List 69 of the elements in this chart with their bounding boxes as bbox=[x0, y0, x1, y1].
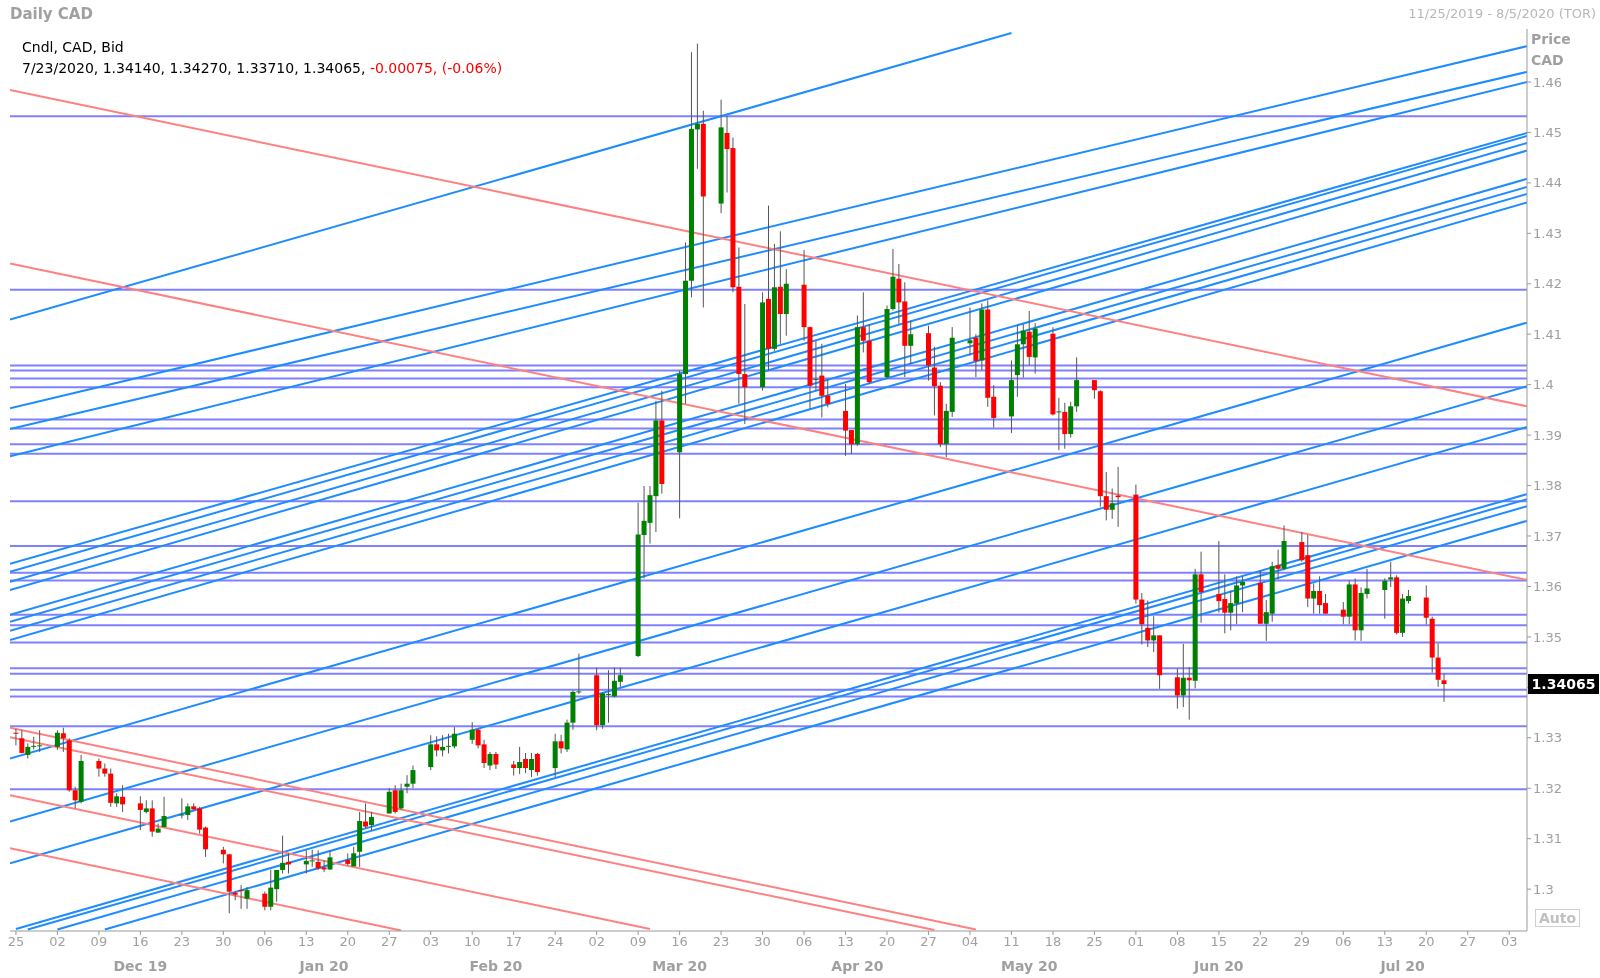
x-tick-label: 20 bbox=[1417, 934, 1435, 950]
x-tick-label: 16 bbox=[671, 934, 688, 950]
annotation: Cndl, CAD, Bid bbox=[22, 38, 125, 57]
x-tick-label: 30 bbox=[754, 934, 771, 950]
x-tick-label: 29 bbox=[1293, 934, 1311, 950]
x-tick-label: 18 bbox=[1044, 934, 1062, 950]
x-tick-label: 09 bbox=[629, 934, 647, 950]
x-tick-label: 03 bbox=[1500, 934, 1518, 950]
x-tick-label: 10 bbox=[463, 934, 481, 950]
y-tick-label: 1.39 bbox=[1533, 427, 1562, 443]
x2-tick-label: Feb 20 bbox=[469, 957, 523, 974]
x-tick-label: 15 bbox=[1210, 934, 1228, 950]
x-tick-label: 13 bbox=[1376, 934, 1394, 950]
x-tick-label: 06 bbox=[1335, 934, 1352, 950]
y-tick-label: 1.3 bbox=[1533, 881, 1554, 897]
y-tick-label: 1.38 bbox=[1533, 478, 1562, 494]
x-tick-label: 06 bbox=[256, 934, 274, 950]
x2-tick-label: Mar 20 bbox=[652, 957, 708, 974]
x-tick-label: 24 bbox=[546, 934, 564, 950]
x-tick-label: 02 bbox=[588, 934, 605, 950]
y-tick-label: 1.36 bbox=[1533, 579, 1562, 595]
x-tick-label: 27 bbox=[920, 934, 937, 950]
y-tick-label: 1.37 bbox=[1533, 528, 1562, 544]
x-tick-label: 01 bbox=[1127, 934, 1145, 950]
x-tick-label: 27 bbox=[380, 934, 398, 950]
x2-tick-label: Jan 20 bbox=[298, 957, 349, 974]
x-tick-label: 03 bbox=[422, 934, 439, 950]
y-tick-label: 1.32 bbox=[1533, 780, 1562, 796]
x-tick-label: 02 bbox=[49, 934, 66, 950]
y-tick-label: 1.4 bbox=[1533, 377, 1554, 393]
x2-tick-label: May 20 bbox=[1001, 957, 1058, 974]
x2-tick-label: Apr 20 bbox=[831, 957, 884, 974]
chart-subtitle: 11/25/2019 - 8/5/2020 (TOR) bbox=[1408, 6, 1596, 21]
x2-tick-label: Dec 19 bbox=[113, 957, 168, 974]
y-tick-label: 1.44 bbox=[1533, 175, 1562, 191]
x-tick-label: 23 bbox=[712, 934, 730, 950]
x-tick-label: 17 bbox=[505, 934, 522, 950]
y-tick-label: 1.41 bbox=[1533, 326, 1562, 342]
x-tick-label: 20 bbox=[878, 934, 896, 950]
auto-button: Auto bbox=[1535, 909, 1581, 927]
annotation: 7/23/2020, 1.34140, 1.34270, 1.33710, 1.34065, bbox=[22, 60, 367, 76]
y-tick-label: 1.46 bbox=[1533, 74, 1562, 90]
x-tick-label: 30 bbox=[215, 934, 232, 950]
x-tick-label: 27 bbox=[1459, 934, 1477, 950]
y-axis-title: Price CAD bbox=[1531, 30, 1572, 70]
x-tick-label: 20 bbox=[339, 934, 357, 950]
x2-tick-label: Jul 20 bbox=[1379, 957, 1425, 974]
x-tick-label: 22 bbox=[1252, 934, 1269, 950]
x-tick-label: 25 bbox=[1086, 934, 1103, 950]
x-tick-label: 11 bbox=[1003, 934, 1020, 950]
text: 1.34065 bbox=[1528, 674, 1599, 695]
chart-title: Daily CAD bbox=[10, 5, 93, 23]
x-tick-label: 04 bbox=[961, 934, 979, 950]
x-tick-label: 16 bbox=[132, 934, 149, 950]
y-tick-label: 1.35 bbox=[1533, 629, 1562, 645]
x-tick-label: 23 bbox=[173, 934, 191, 950]
y-tick-label: 1.43 bbox=[1533, 225, 1562, 241]
x-tick-label: 13 bbox=[837, 934, 854, 950]
x-tick-label: 06 bbox=[795, 934, 813, 950]
y-tick-label: 1.45 bbox=[1533, 125, 1562, 141]
y-tick-label: 1.42 bbox=[1533, 276, 1562, 292]
annotation: -0.00075, (-0.06%) bbox=[369, 60, 503, 76]
y-tick-label: 1.33 bbox=[1533, 730, 1562, 746]
x-tick-label: 13 bbox=[298, 934, 315, 950]
x2-tick-label: Jun 20 bbox=[1193, 957, 1244, 974]
x-tick-label: 09 bbox=[90, 934, 108, 950]
y-tick-label: 1.31 bbox=[1533, 831, 1562, 847]
x-tick-label: 08 bbox=[1169, 934, 1186, 950]
x-tick-label: 25 bbox=[7, 934, 25, 950]
